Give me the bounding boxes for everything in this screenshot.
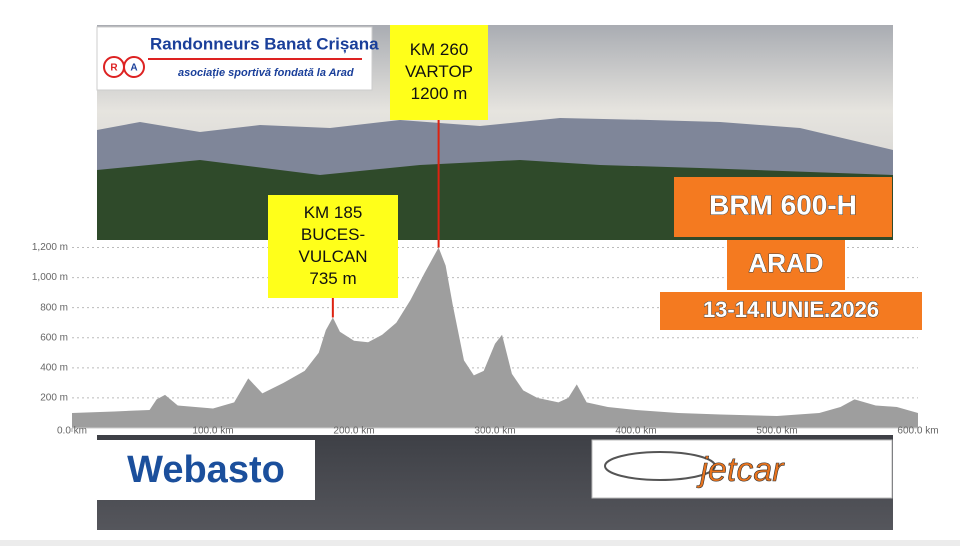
y-tick-label: 600 m: [40, 332, 68, 343]
y-tick-label: 200 m: [40, 393, 68, 404]
x-tick-label: 100.0 km: [192, 426, 233, 437]
y-tick-label: 1,000 m: [32, 272, 68, 283]
bottom-bar: [0, 540, 960, 546]
elevation-area: [72, 247, 918, 428]
annotation-text: KM 185: [304, 203, 363, 222]
annotation-text: VARTOP: [405, 62, 473, 81]
sponsor-swoosh: [604, 451, 716, 481]
annotation-text: 1200 m: [411, 84, 468, 103]
city-box: [727, 240, 845, 290]
sponsor-logo: Webasto: [127, 449, 285, 491]
x-tick-label: 300.0 km: [474, 426, 515, 437]
annotation-text: BUCES-: [301, 225, 365, 244]
sponsor-box: [591, 439, 893, 499]
annotation-box: [268, 195, 398, 298]
event-title: BRM 600-H: [709, 189, 857, 220]
annotation-text: 735 m: [309, 269, 356, 288]
city: ARAD: [748, 248, 823, 278]
plot: 200 m 400 m 600 m 800 m 1,000 m 1,200 m 0.0 km…: [32, 242, 939, 436]
sponsor-logo: jetcar: [696, 451, 785, 489]
club-name: Randonneurs Banat Crișana: [150, 34, 379, 53]
sponsor-box: [97, 440, 315, 500]
x-tick-label: 500.0 km: [756, 426, 797, 437]
x-tick-label: 200.0 km: [333, 426, 374, 437]
logo-letter: A: [130, 63, 137, 74]
annotation-box: [390, 25, 488, 120]
y-tick-label: 400 m: [40, 362, 68, 373]
x-tick-label: 400.0 km: [615, 426, 656, 437]
x-tick-label: 600.0 km: [897, 426, 938, 437]
annotation-text: KM 260: [410, 40, 469, 59]
annotation-text: VULCAN: [299, 247, 368, 266]
logo-wheel: [123, 56, 145, 78]
club-subtitle: asociație sportivă fondată la Arad: [178, 67, 354, 79]
x-tick-label: 0.0 km: [57, 426, 87, 437]
logo-letter: R: [110, 63, 118, 74]
y-tick-label: 1,200 m: [32, 242, 68, 253]
date: 13-14.IUNIE.2026: [703, 297, 879, 322]
event-box: [674, 177, 892, 237]
date-box: [660, 292, 922, 330]
y-tick-label: 800 m: [40, 302, 68, 313]
